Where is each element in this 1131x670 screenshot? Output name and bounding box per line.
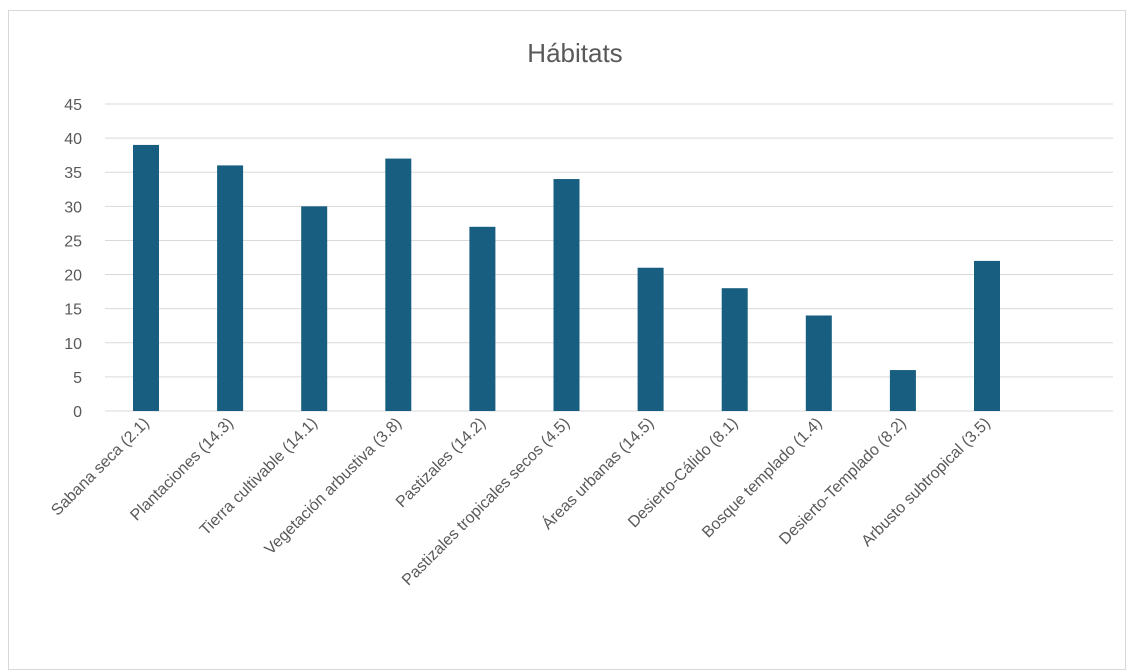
bar: [217, 165, 244, 411]
y-tick-label: 5: [73, 370, 82, 387]
x-tick-label: Pastizales (14.2): [393, 415, 489, 511]
bar: [301, 206, 328, 411]
y-tick-label: 25: [64, 233, 82, 250]
y-tick-label: 40: [64, 131, 82, 148]
bar: [553, 179, 580, 411]
bar: [889, 370, 916, 411]
bar: [721, 288, 748, 411]
bar: [385, 158, 412, 411]
bar: [974, 260, 1000, 411]
bar: [469, 226, 496, 411]
x-tick-label: Vegetación arbustiva (3.8): [262, 415, 405, 558]
y-tick-label: 0: [73, 404, 82, 421]
y-tick-label: 45: [64, 97, 82, 114]
x-axis: Sabana seca (2.1)Plantaciones (14.3)Tier…: [48, 413, 993, 589]
bar: [133, 144, 159, 411]
y-tick-label: 35: [64, 165, 82, 182]
y-tick-label: 20: [64, 268, 82, 285]
bars: [133, 144, 1000, 411]
y-tick-label: 10: [64, 336, 82, 353]
bar: [637, 267, 664, 411]
x-tick-label: Pastizales tropicales secos (4.5): [399, 415, 573, 589]
gridlines: [105, 103, 1113, 412]
y-tick-label: 30: [64, 199, 82, 216]
chart-title: Hábitats: [527, 38, 622, 68]
bar: [805, 315, 832, 411]
y-tick-label: 15: [64, 302, 82, 319]
y-axis: 0 5 10 15 20 25 30 35 40 45: [64, 97, 82, 421]
